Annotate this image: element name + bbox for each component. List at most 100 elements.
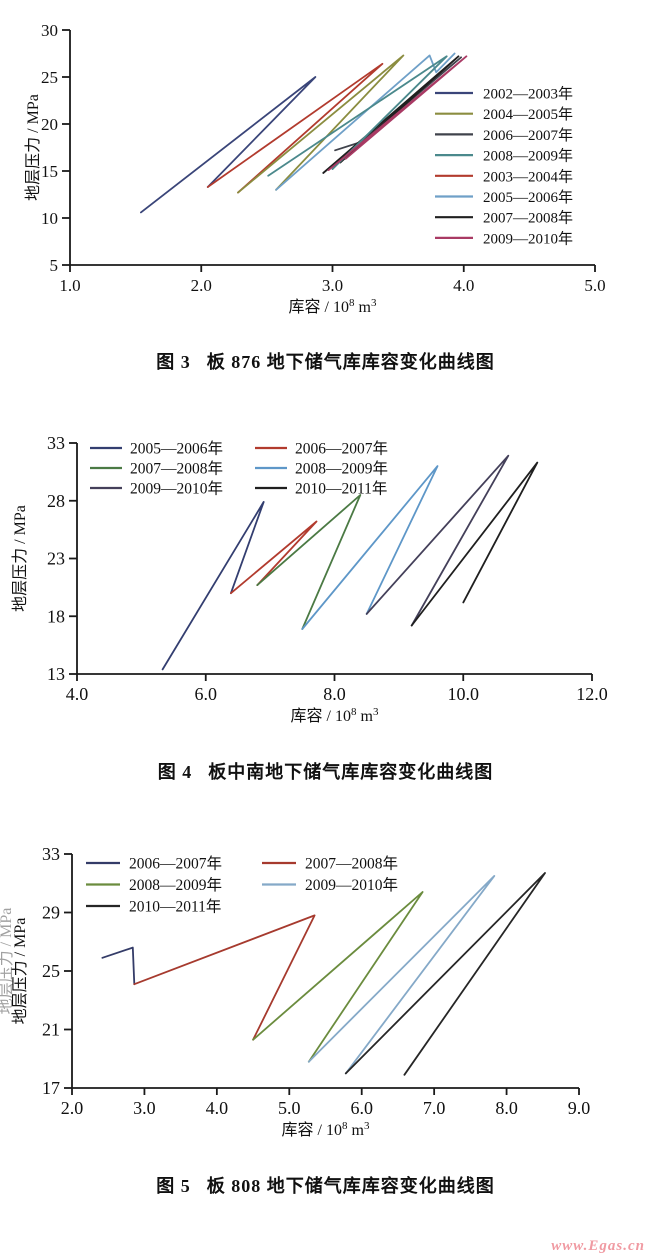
x-tick-label: 10.0: [448, 684, 480, 704]
tick-labels: 13 18 23 28 33 4.0 6.0 8.0 10.0 12.0: [47, 433, 608, 704]
y-tick-label: 10: [41, 209, 58, 228]
legend-entry: 2004—2005年: [435, 106, 573, 123]
figure5-caption-text: 板 808 地下储气库库容变化曲线图: [206, 1176, 495, 1196]
legend-entry: 2009—2010年: [90, 480, 223, 498]
series-line-2007—2008年: [256, 494, 362, 630]
x-tick-label: 4.0: [453, 276, 474, 295]
series-line-2007—2008年: [133, 914, 316, 1041]
y-tick-label: 33: [42, 844, 60, 864]
legend-label: 2010—2011年: [295, 480, 387, 498]
x-axis-label: 库容 / 108 m3: [282, 1120, 370, 1139]
x-tick-label: 6.0: [195, 684, 218, 704]
x-axis-label: 库容 / 108 m3: [291, 706, 379, 725]
legend-entry: 2006—2007年: [255, 440, 388, 458]
y-tick-label: 17: [42, 1078, 60, 1098]
legend-entry: 2007—2008年: [435, 210, 573, 227]
legend-label: 2008—2009年: [295, 460, 388, 478]
y-tick-label: 30: [41, 21, 58, 40]
y-axis-label: 地层压力 / MPa: [11, 505, 29, 612]
y-tick-label: 21: [42, 1020, 60, 1040]
legend: 2006—2007年 2008—2009年 2010—2011年 2007—2008年…: [86, 855, 398, 916]
x-tick-label: 7.0: [423, 1098, 446, 1118]
legend-label: 2006—2007年: [295, 440, 388, 458]
legend-entry: 2008—2009年: [435, 148, 573, 165]
x-axis-label: 库容 / 108 m3: [289, 297, 377, 316]
x-tick-label: 2.0: [191, 276, 212, 295]
legend-label: 2007—2008年: [483, 210, 573, 227]
y-tick-label: 23: [47, 549, 65, 569]
series-lines: [101, 872, 546, 1076]
figure3-caption: 图 3 板 876 地下储气库库容变化曲线图: [0, 348, 651, 374]
legend-entry: 2010—2011年: [255, 480, 387, 498]
series-line-2005—2006年: [275, 52, 456, 191]
legend-entry: 2008—2009年: [86, 876, 222, 894]
x-tick-label: 1.0: [59, 276, 80, 295]
x-tick-label: 3.0: [322, 276, 343, 295]
x-tick-label: 8.0: [323, 684, 346, 704]
figure4-chart: 13 18 23 28 33 4.0 6.0 8.0 10.0 12.0 地层压力 / MPa 库容 …: [11, 433, 608, 725]
legend: 2005—2006年 2007—2008年 2009—2010年 2006—2007年…: [90, 440, 388, 498]
legend-label: 2006—2007年: [129, 855, 222, 873]
legend-entry: 2009—2010年: [262, 876, 398, 894]
legend-entry: 2007—2008年: [262, 855, 398, 873]
legend-entry: 2005—2006年: [90, 440, 223, 458]
x-tick-label: 9.0: [568, 1098, 591, 1118]
series-line-2008—2009年: [267, 55, 448, 177]
axis-lines: [69, 30, 595, 266]
y-tick-label: 25: [42, 961, 60, 981]
legend-entry: 2005—2006年: [435, 189, 573, 206]
figure5-chart: 17 21 25 29 33 2.0 3.0 4.0 5.0 6.0 7.0 8.0 9.0 地层压力 /…: [0, 844, 591, 1139]
y-axis-label-ghost: 地层压力 / MPa: [0, 908, 15, 1015]
y-tick-label: 18: [47, 606, 65, 626]
legend-label: 2010—2011年: [129, 898, 221, 916]
series-line-2004—2005年: [237, 54, 405, 194]
y-tick-label: 25: [41, 68, 58, 87]
y-tick-label: 13: [47, 664, 65, 684]
x-tick-label: 4.0: [66, 684, 89, 704]
legend-label: 2009—2010年: [483, 230, 573, 247]
y-axis-label: 地层压力 / MPa: [11, 918, 29, 1025]
series-line-2010—2011年: [410, 461, 539, 627]
y-tick-label: 15: [41, 162, 58, 181]
axes: [64, 853, 580, 1095]
legend-label: 2004—2005年: [483, 106, 573, 123]
legend-entry: 2010—2011年: [86, 898, 221, 916]
y-tick-label: 5: [50, 256, 59, 275]
tick-labels: 5 10 15 20 25 30 1.0 2.0 3.0 4.0 5.0: [41, 21, 606, 295]
legend: 2002—2003年 2004—2005年 2006—2007年 2008—2009年…: [435, 86, 573, 247]
legend-label: 2006—2007年: [483, 127, 573, 144]
legend-label: 2008—2009年: [483, 148, 573, 165]
series-line-2010—2011年: [344, 872, 546, 1076]
series-line-2002—2003年: [139, 76, 317, 214]
axis-lines: [76, 443, 592, 675]
figure4-caption: 图 4 板中南地下储气库库容变化曲线图: [0, 758, 651, 784]
axes: [69, 442, 593, 681]
legend-label: 2005—2006年: [483, 189, 573, 206]
legend-label: 2009—2010年: [305, 876, 398, 894]
legend-label: 2008—2009年: [129, 876, 222, 894]
series-line-2006—2007年: [229, 520, 318, 595]
x-tick-label: 2.0: [61, 1098, 84, 1118]
legend-entry: 2003—2004年: [435, 168, 573, 185]
legend-entry: 2006—2007年: [86, 855, 222, 873]
series-line-2003—2004年: [206, 62, 384, 194]
legend-label: 2007—2008年: [305, 855, 398, 873]
series-line-2006—2007年: [101, 946, 136, 986]
y-axis-label: 地层压力 / MPa: [24, 94, 42, 201]
figure3-chart: 5 10 15 20 25 30 1.0 2.0 3.0 4.0 5.0 地层压力 / MPa 库容 /…: [24, 21, 606, 316]
x-tick-label: 6.0: [350, 1098, 373, 1118]
watermark: www.Egas.cn: [551, 1238, 645, 1254]
legend-entry: 2009—2010年: [435, 230, 573, 247]
series-line-2008—2009年: [252, 891, 424, 1063]
series-line-2005—2006年: [161, 501, 265, 671]
legend-entry: 2006—2007年: [435, 127, 573, 144]
x-tick-label: 5.0: [278, 1098, 301, 1118]
series-lines: [139, 52, 468, 214]
y-tick-label: 28: [47, 491, 65, 511]
figure3-caption-text: 板 876 地下储气库库容变化曲线图: [206, 352, 495, 372]
series-line-2008—2009年: [301, 465, 439, 630]
series-line-2009—2010年: [365, 454, 510, 627]
series-line-2009—2010年: [307, 875, 496, 1075]
figure4-caption-number: 图 4: [157, 762, 193, 782]
y-tick-label: 29: [42, 903, 60, 923]
